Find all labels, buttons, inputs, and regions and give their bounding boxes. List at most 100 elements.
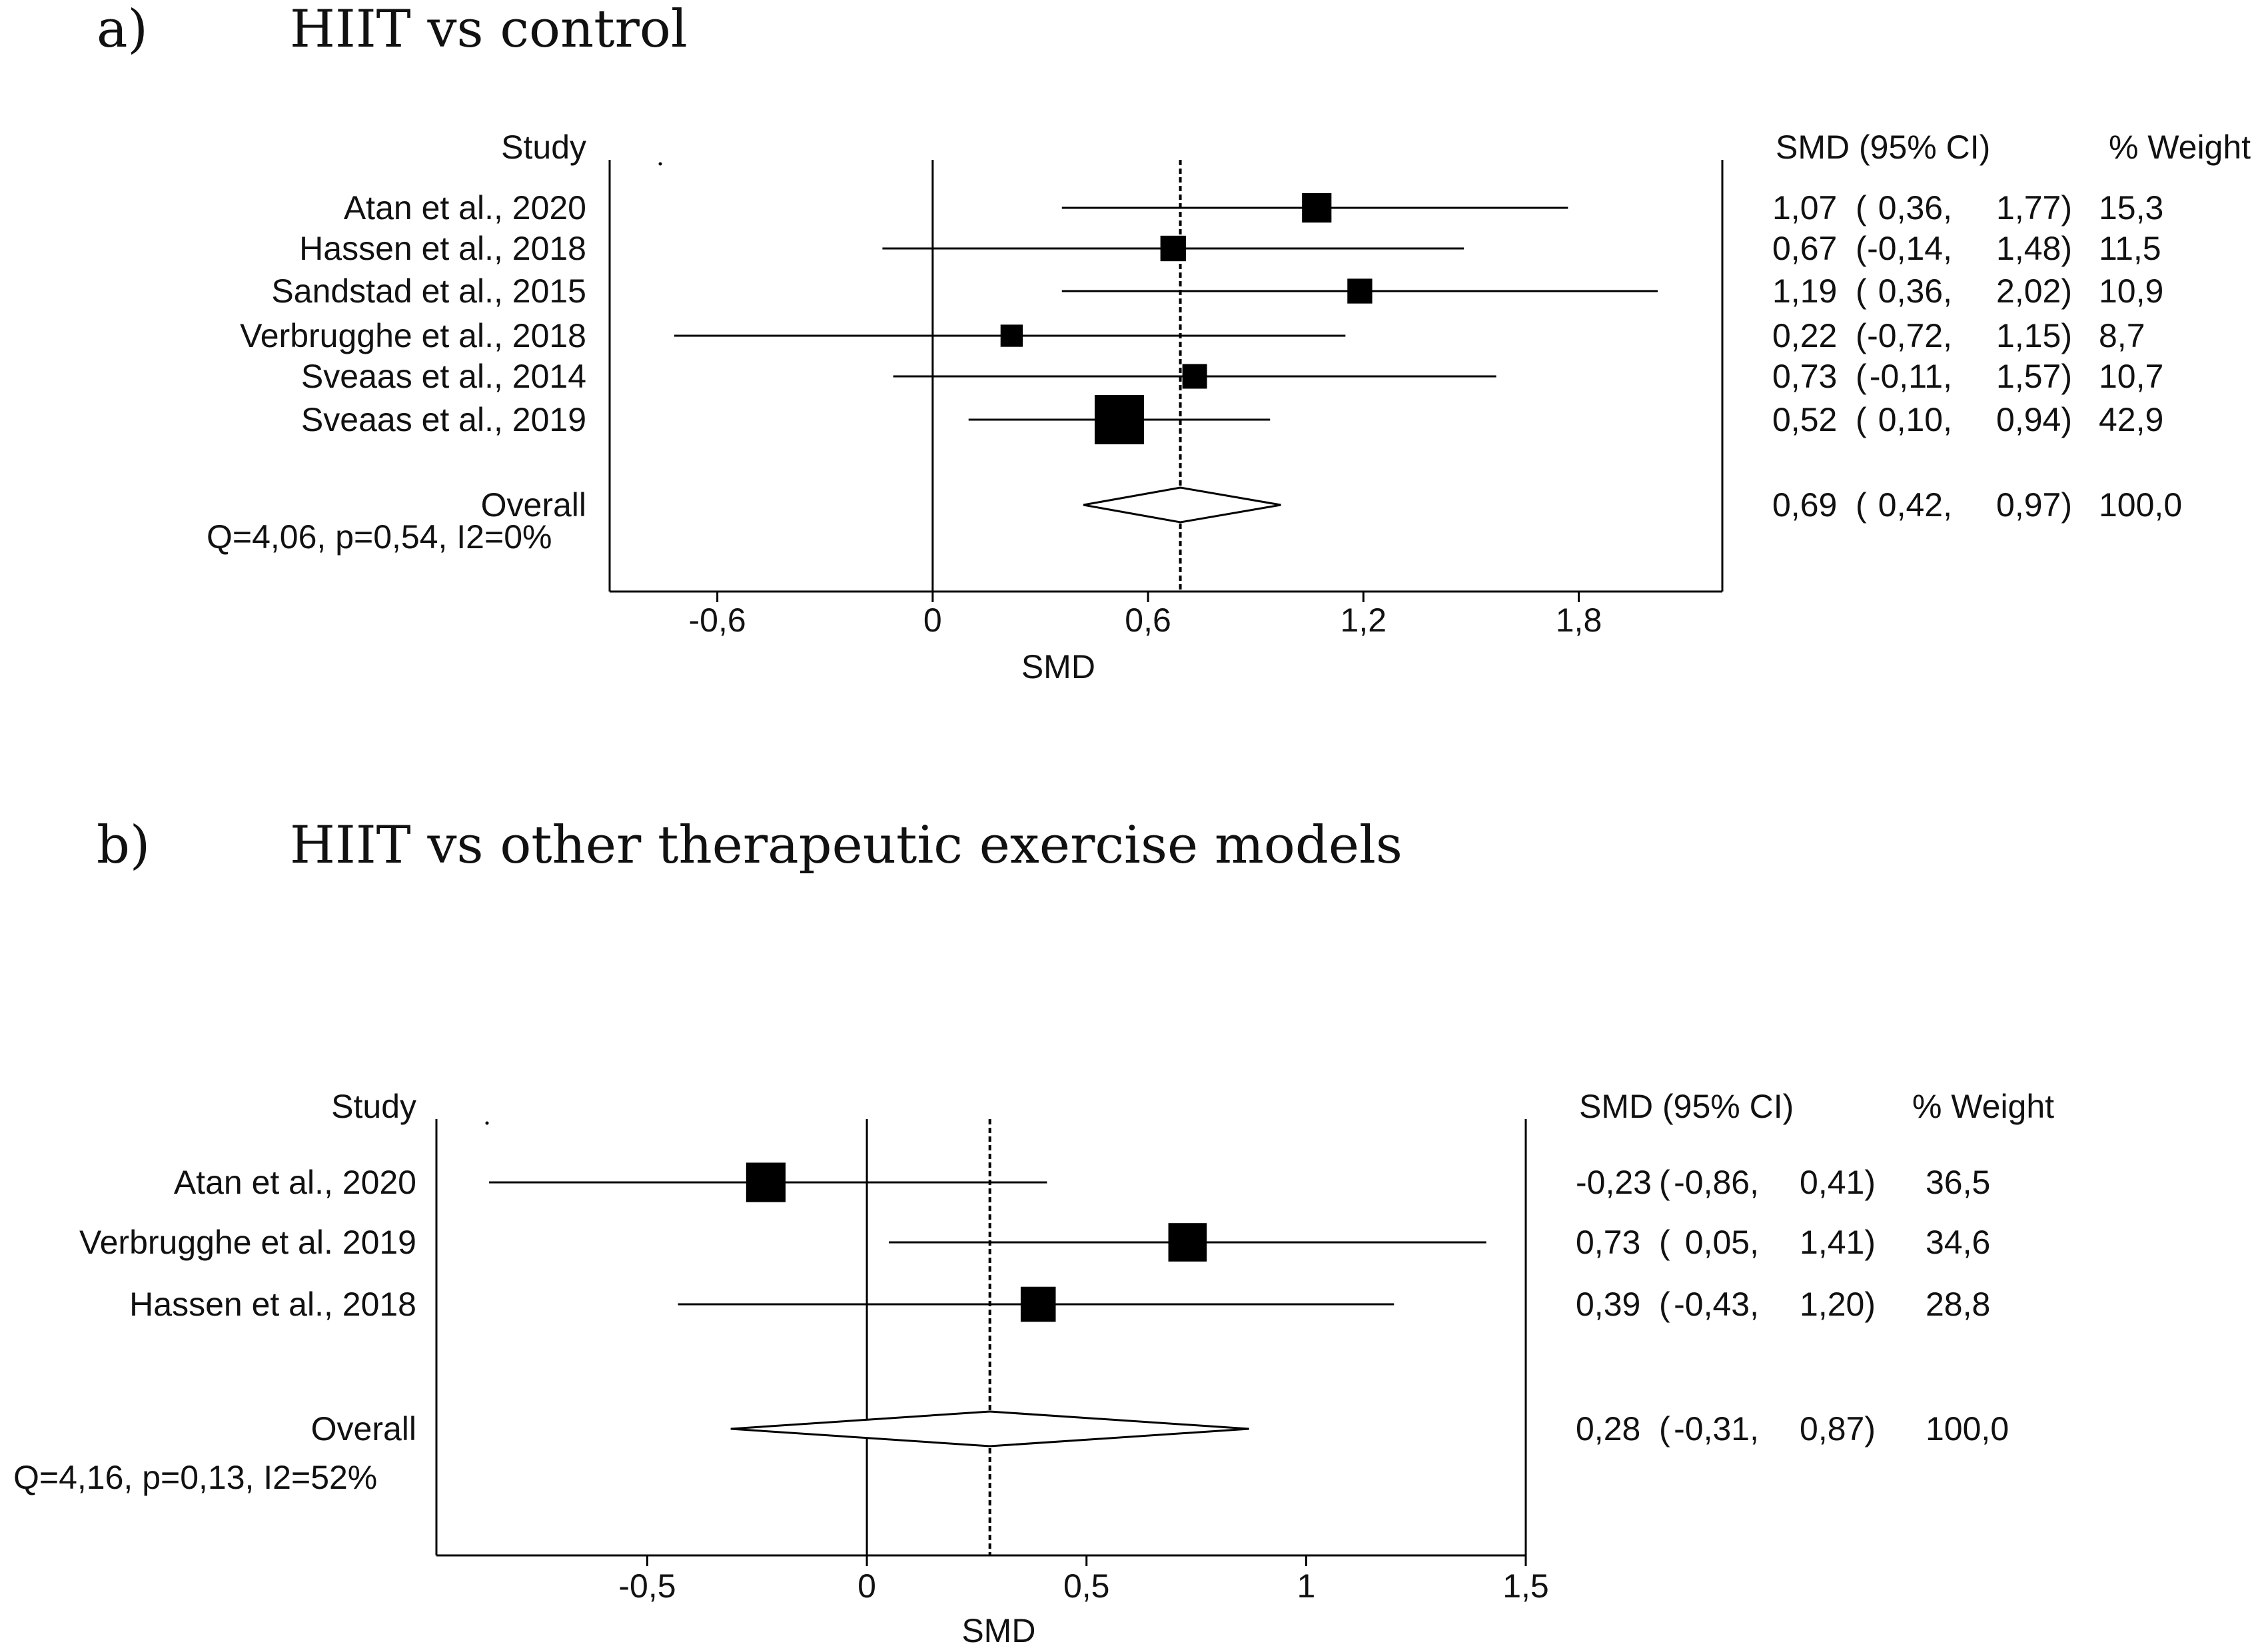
overall-row-weight: 100,0: [1926, 1410, 2009, 1447]
study-row-ci-lower: 0,10,: [1878, 401, 1952, 438]
chart-title: HIIT vs other therapeutic exercise model…: [290, 815, 1403, 875]
x-tick-label: 0,5: [1063, 1567, 1110, 1605]
study-row-weight: 36,5: [1926, 1164, 1990, 1201]
study-row-label: Verbrugghe et al. 2019: [79, 1224, 416, 1261]
study-point-square: [1000, 324, 1023, 347]
x-tick-label: 1,2: [1341, 602, 1387, 639]
study-point-square: [1020, 1286, 1056, 1322]
study-row-ci-lower: 0,36,: [1878, 272, 1952, 310]
header-smd-ci: SMD (95% CI): [1776, 129, 1990, 166]
overall-row-label: Overall: [311, 1410, 416, 1447]
overall-diamond: [730, 1410, 1249, 1447]
study-row-ci-upper: 0,41): [1800, 1164, 1876, 1201]
study-point-square: [1302, 193, 1332, 223]
study-point-square: [1182, 364, 1207, 389]
open-paren: (: [1856, 317, 1867, 354]
x-tick-label: -0,5: [618, 1567, 676, 1605]
study-row-ci-lower: 0,05,: [1685, 1224, 1759, 1261]
study-row-smd-value: 0,52: [1772, 401, 1837, 438]
open-paren: (: [1856, 230, 1867, 267]
study-row-weight: 28,8: [1926, 1286, 1990, 1323]
study-row-weight: 34,6: [1926, 1224, 1990, 1261]
study-row-label: Sandstad et al., 2015: [271, 272, 586, 310]
open-paren: (: [1856, 401, 1867, 438]
study-row-ci-upper: 2,02): [1996, 272, 2072, 310]
overall-row-ci-lower: 0,42,: [1878, 486, 1952, 524]
x-tick-label: 1,8: [1556, 602, 1602, 639]
overall-row-smd-value: 0,28: [1576, 1410, 1640, 1447]
study-row-weight: 42,9: [2099, 401, 2163, 438]
overall-row-ci-upper: 0,97): [1996, 486, 2072, 524]
study-row-smd-value: 0,22: [1772, 317, 1837, 354]
panel-letter: a): [97, 0, 148, 59]
overall-row-smd-value: 0,69: [1772, 486, 1837, 524]
study-row-ci-lower: 0,36,: [1878, 189, 1952, 226]
open-paren: (: [1856, 486, 1867, 524]
study-row-ci-upper: 1,48): [1996, 230, 2072, 267]
study-row-ci-lower: -0,14,: [1867, 230, 1952, 267]
study-row-weight: 8,7: [2099, 317, 2145, 354]
study-row-smd-value: 1,07: [1772, 189, 1837, 226]
panel-letter: b): [97, 815, 150, 875]
study-row-ci-upper: 1,77): [1996, 189, 2072, 226]
overall-diamond: [1083, 486, 1281, 524]
open-paren: (: [1659, 1164, 1670, 1201]
header-study: Study: [501, 129, 586, 166]
header-weight: % Weight: [2109, 129, 2251, 166]
header-smd-ci: SMD (95% CI): [1579, 1088, 1794, 1125]
study-row-label: Verbrugghe et al., 2018: [240, 317, 586, 354]
open-paren: (: [1659, 1224, 1670, 1261]
study-point-square: [1160, 235, 1186, 262]
x-axis-label: SMD: [1021, 648, 1095, 685]
study-row-label: Atan et al., 2020: [344, 189, 586, 226]
overall-row-weight: 100,0: [2099, 486, 2182, 524]
study-row-smd-value: -0,23: [1576, 1164, 1652, 1201]
heterogeneity-stats: Q=4,16, p=0,13, I2=52%: [13, 1459, 377, 1496]
study-point-square: [1168, 1223, 1207, 1262]
stray-dot: [658, 162, 662, 166]
open-paren: (: [1856, 358, 1867, 395]
overall-row-label: Overall: [481, 486, 586, 524]
x-tick-label: 0,6: [1125, 602, 1171, 639]
x-axis-label: SMD: [961, 1612, 1035, 1649]
study-row-ci-upper: 1,15): [1996, 317, 2072, 354]
open-paren: (: [1856, 272, 1867, 310]
x-tick-label: -0,6: [689, 602, 746, 639]
open-paren: (: [1856, 189, 1867, 226]
study-row-smd-value: 0,39: [1576, 1286, 1640, 1323]
study-row-weight: 15,3: [2099, 189, 2163, 226]
study-row-label: Sveaas et al., 2019: [301, 401, 586, 438]
forest-plot-panel-a: a) HIIT vs control -0,6 0 0,6 1,2 1,8 SMD Study S…: [97, 0, 2251, 685]
study-row-label: Hassen et al., 2018: [299, 230, 586, 267]
study-row-weight: 10,9: [2099, 272, 2163, 310]
study-row-ci-lower: -0,72,: [1867, 317, 1952, 354]
stray-dot: [485, 1121, 489, 1125]
study-row-weight: 10,7: [2099, 358, 2163, 395]
study-row-label: Hassen et al., 2018: [129, 1286, 416, 1323]
study-row-smd-value: 1,19: [1772, 272, 1837, 310]
x-tick-label: 1,5: [1502, 1567, 1549, 1605]
open-paren: (: [1659, 1286, 1670, 1323]
study-point-square: [1347, 278, 1373, 304]
overall-row-ci-lower: -0,31,: [1674, 1410, 1759, 1447]
study-row-smd-value: 0,73: [1576, 1224, 1640, 1261]
header-study: Study: [331, 1088, 416, 1125]
x-tick-label: 1: [1297, 1567, 1315, 1605]
study-row-ci-lower: -0,11,: [1870, 358, 1952, 395]
forest-plot-panel-b: b) HIIT vs other therapeutic exercise mod…: [13, 815, 2054, 1649]
study-row-ci-lower: -0,43,: [1674, 1286, 1759, 1323]
study-row-ci-upper: 1,57): [1996, 358, 2072, 395]
study-row-ci-lower: -0,86,: [1674, 1164, 1759, 1201]
study-row-weight: 11,5: [2099, 230, 2161, 267]
study-point-square: [1094, 394, 1144, 445]
study-row-ci-upper: 1,20): [1800, 1286, 1876, 1323]
header-weight: % Weight: [1912, 1088, 2054, 1125]
study-row-ci-upper: 0,94): [1996, 401, 2072, 438]
heterogeneity-stats: Q=4,06, p=0,54, I2=0%: [207, 518, 552, 556]
study-row-label: Atan et al., 2020: [174, 1164, 416, 1201]
open-paren: (: [1659, 1410, 1670, 1447]
chart-title: HIIT vs control: [290, 0, 688, 59]
study-row-ci-upper: 1,41): [1800, 1224, 1876, 1261]
x-tick-label: 0: [857, 1567, 876, 1605]
